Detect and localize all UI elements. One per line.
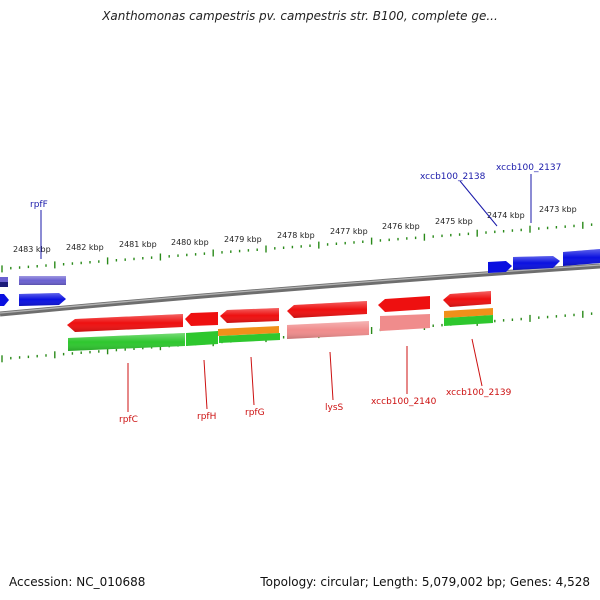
reverse-strand-features [67,291,493,351]
reverse-feature-2139-orange[interactable] [444,308,493,318]
forward-gene-labels: rpfF xccb100_2138 xccb100_2137 [30,163,561,210]
scale-label: 2482 kbp [66,243,104,252]
scale-label: 2475 kbp [435,217,473,226]
gene-label-rpfg[interactable]: rpfG [245,408,265,418]
genome-backbone-highlight [0,264,600,314]
scale-labels: 2483 kbp 2482 kbp 2481 kbp 2480 kbp 2479… [13,205,577,254]
gene-label-rpff[interactable]: rpfF [30,200,48,210]
reverse-feature-2140-pink[interactable] [380,314,430,331]
leader-lyss [329,351,334,401]
forward-strand-features [0,249,600,306]
leader-rpfh [203,359,208,410]
gene-label-rpfh[interactable]: rpfH [197,412,216,422]
leader-2139 [471,338,483,387]
scale-label: 2476 kbp [382,222,420,231]
forward-feature-2138[interactable] [488,261,512,273]
gene-label-2140[interactable]: xccb100_2140 [371,397,437,407]
reverse-feature-2140[interactable] [378,296,430,312]
accession-text: Accession: NC_010688 [9,575,146,589]
topology-text: Topology: circular; Length: 5,079,002 bp… [260,575,590,589]
scale-label: 2477 kbp [330,227,368,236]
reverse-feature-rpfh[interactable] [185,312,218,326]
scale-label: 2478 kbp [277,231,315,240]
scale-label: 2480 kbp [171,238,209,247]
gene-label-2139[interactable]: xccb100_2139 [446,388,512,398]
reverse-feature-rpfg-green[interactable] [219,333,280,343]
reverse-feature-2139-green[interactable] [444,315,493,326]
scale-label: 2473 kbp [539,205,577,214]
gene-label-2138[interactable]: xccb100_2138 [420,172,486,182]
reverse-feature-rpfh-green[interactable] [186,331,218,346]
gene-label-2137[interactable]: xccb100_2137 [496,163,561,173]
scale-label: 2479 kbp [224,235,262,244]
leader-rpfg [250,356,255,406]
forward-feature-purple-top[interactable] [0,277,8,284]
reverse-feature-rpfg-orange[interactable] [218,326,279,336]
forward-feature-purple-top-dark[interactable] [0,282,8,287]
scale-label: 2474 kbp [487,211,525,220]
genome-backbone [0,263,600,317]
gene-label-lyss[interactable]: lysS [325,403,344,413]
upper-scale-ticks [1,221,593,273]
gene-label-rpfc[interactable]: rpfC [119,415,138,425]
scale-label: 2483 kbp [13,245,51,254]
forward-feature-blue-left[interactable] [0,294,9,306]
leader-2138 [459,180,498,227]
scale-label: 2481 kbp [119,240,157,249]
reverse-gene-labels: rpfC rpfH rpfG lysS xccb100_2140 xccb100… [119,388,512,425]
genome-title: Xanthomonas campestris pv. campestris st… [102,9,498,23]
label-leader-lines [40,174,532,412]
